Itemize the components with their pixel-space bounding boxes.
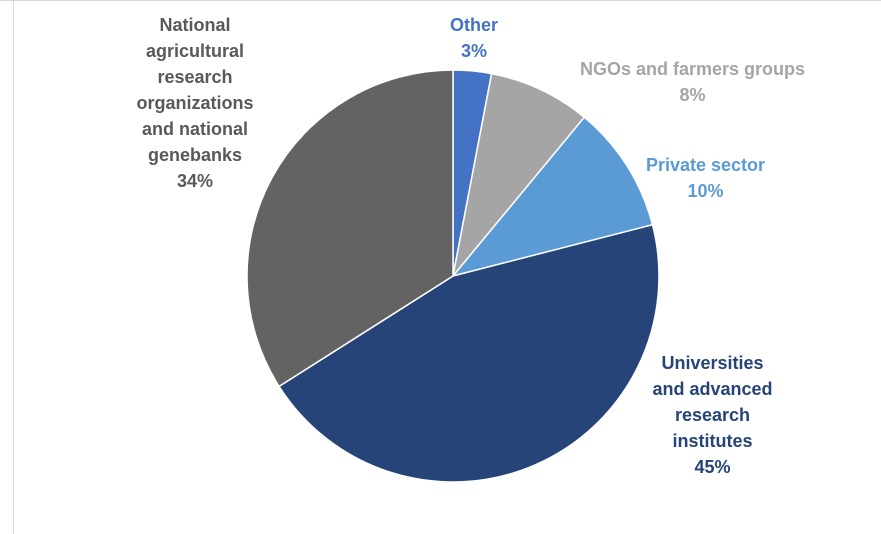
label-universities-line1: Universities [661, 353, 764, 373]
label-national-line3: research [157, 67, 233, 87]
label-universities: Universities and advanced research insti… [630, 350, 795, 480]
label-ngo: NGOs and farmers groups 8% [555, 56, 830, 108]
chart-border-left [13, 0, 14, 534]
label-other-value: 3% [460, 41, 487, 61]
label-national: National agricultural research organizat… [110, 12, 280, 194]
label-universities-line3: research [674, 405, 751, 425]
pie-slice-national [246, 69, 454, 388]
label-national-line1: National [159, 15, 231, 35]
chart-border-top [0, 0, 881, 1]
label-universities-line4: institutes [672, 431, 753, 451]
label-private-name: Private sector [645, 155, 766, 175]
label-national-line6: genebanks [147, 145, 243, 165]
label-other-name: Other [449, 15, 498, 35]
label-national-line4: organizations [136, 93, 254, 113]
label-other: Other 3% [448, 12, 500, 64]
label-ngo-name: NGOs and farmers groups [579, 59, 806, 79]
label-national-line5: and national [141, 119, 248, 139]
label-national-line2: agricultural [145, 41, 245, 61]
label-private-value: 10% [687, 181, 724, 201]
pie-slice-ngos-and-farmers-groups [452, 72, 586, 277]
label-universities-line2: and advanced [652, 379, 773, 399]
pie-slice-private-sector [450, 116, 654, 278]
pie-slice-universities [278, 223, 660, 483]
label-universities-value: 45% [694, 457, 731, 477]
label-private: Private sector 10% [633, 152, 778, 204]
label-ngo-value: 8% [679, 85, 706, 105]
label-national-value: 34% [176, 171, 214, 191]
